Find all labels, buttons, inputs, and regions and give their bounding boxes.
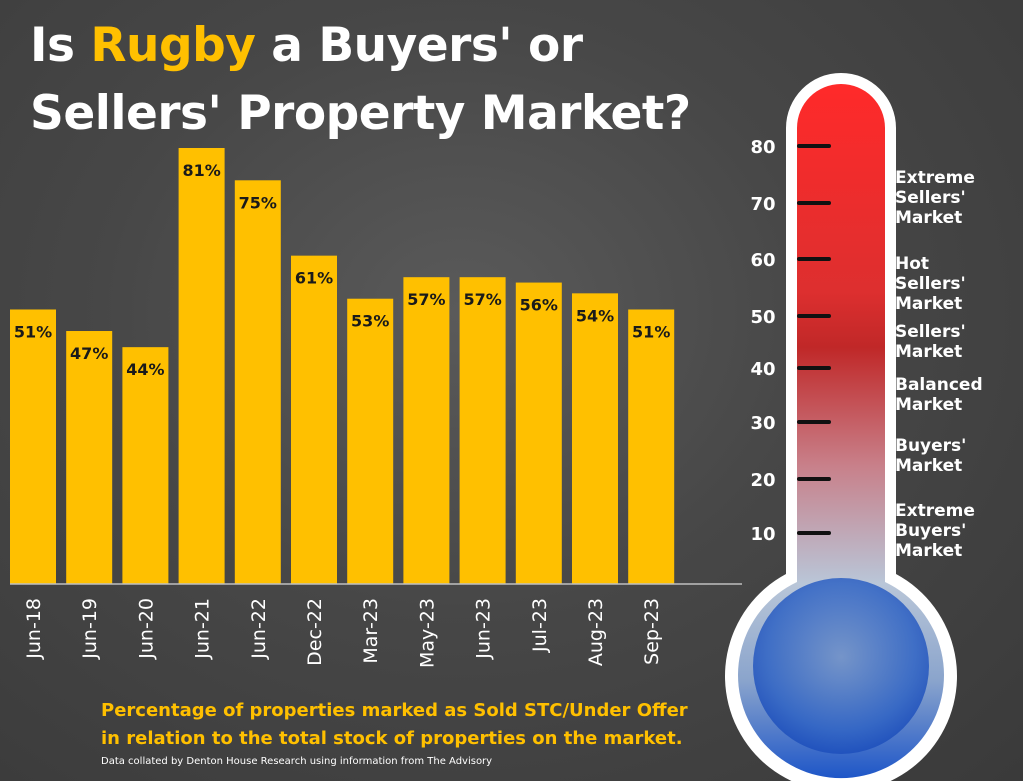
bar-may-23 — [403, 277, 450, 584]
zone-label-line: Buyers' — [895, 436, 966, 456]
zone-label-line: Extreme — [895, 168, 975, 188]
bar-jul-23 — [515, 282, 562, 584]
zone-label-line: Market — [895, 541, 962, 561]
bar-jun-23 — [459, 277, 506, 584]
zone-label-line: Sellers' — [895, 322, 966, 342]
zone-label: Sellers' Market — [895, 322, 966, 362]
x-tick-label: Dec-22 — [304, 598, 326, 666]
bar-value-label: 51% — [632, 322, 670, 341]
bar-mar-23 — [347, 298, 394, 584]
bar-dec-22 — [291, 255, 337, 584]
bar-value-label: 51% — [14, 322, 52, 341]
bar-jun-18 — [10, 309, 56, 584]
scale-number: 40 — [750, 359, 775, 380]
zone-label: Extreme Sellers' Market — [895, 168, 975, 228]
x-tick-label: Jun-21 — [192, 598, 214, 660]
bar-value-label: 44% — [126, 360, 164, 379]
zone-label-line: Market — [895, 456, 962, 476]
bar-value-label: 53% — [351, 312, 389, 331]
zone-label-line: Market — [895, 342, 962, 362]
zone-label: Balanced Market — [895, 375, 983, 415]
x-tick-label: Jun-18 — [23, 598, 45, 660]
x-axis-labels: Jun-18 Jun-19 Jun-20 Jun-21 Jun-22 Dec-22 Mar-… — [23, 598, 663, 668]
scale-number: 70 — [750, 194, 775, 215]
scale-number: 50 — [750, 307, 775, 328]
bar-jun-20 — [122, 347, 169, 584]
zone-label-line: Sellers' — [895, 274, 966, 294]
bar-aug-23 — [572, 293, 618, 584]
bar-jun-19 — [66, 331, 113, 584]
zone-label-line: Buyers' — [895, 521, 966, 541]
zone-label-line: Market — [895, 395, 962, 415]
zone-label-line: Sellers' — [895, 188, 966, 208]
x-tick-label: Mar-23 — [360, 598, 382, 664]
scale-number: 20 — [750, 470, 775, 491]
scale-number: 30 — [750, 413, 775, 434]
bar-sep-23 — [628, 309, 675, 584]
page-title: Is Rugby a Buyers' or Sellers' Property … — [30, 12, 691, 148]
bar-jun-21 — [178, 148, 225, 584]
bar-value-label: 81% — [182, 161, 220, 180]
scale-number: 80 — [750, 137, 775, 158]
zone-label-line: Balanced — [895, 375, 983, 395]
title-line2: Sellers' Property Market? — [30, 86, 691, 141]
bar-value-label: 56% — [520, 296, 558, 315]
thermometer-bulb — [753, 578, 929, 754]
bar-jun-22 — [234, 180, 281, 584]
bar-value-label: 47% — [70, 344, 108, 363]
title-highlight: Rugby — [90, 18, 256, 73]
x-tick-label: Jul-23 — [529, 598, 551, 653]
x-tick-label: Jun-22 — [248, 598, 270, 660]
x-tick-label: Sep-23 — [641, 598, 663, 665]
bar-value-label: 57% — [463, 290, 501, 309]
credit: Data collated by Denton House Research u… — [101, 756, 493, 767]
bar-value-label: 54% — [576, 306, 614, 325]
bar-value-label: 57% — [407, 290, 445, 309]
thermometer-scale: 80 70 60 50 40 30 20 10 — [750, 137, 831, 545]
title-part1: Is — [30, 18, 91, 73]
zone-label: Hot Sellers' Market — [895, 254, 966, 314]
zone-label-line: Extreme — [895, 501, 975, 521]
caption-line1: Percentage of properties marked as Sold … — [101, 700, 688, 721]
zone-label: Extreme Buyers' Market — [895, 501, 975, 561]
zone-label-line: Market — [895, 294, 962, 314]
x-tick-label: May-23 — [416, 598, 438, 668]
title-part2: a Buyers' or — [255, 18, 583, 73]
scale-number: 60 — [750, 250, 775, 271]
bar-value-label: 61% — [295, 269, 333, 288]
caption-line2: in relation to the total stock of proper… — [101, 728, 683, 749]
zone-label: Buyers' Market — [895, 436, 966, 476]
scale-number: 10 — [750, 524, 775, 545]
x-tick-label: Jun-20 — [135, 598, 157, 660]
bar-value-label: 75% — [239, 193, 277, 212]
bars-layer: 51% 47% 44% 81% 75% 61% 53% 57% 57% 56% 54% 51% — [10, 148, 675, 584]
zone-label-line: Hot — [895, 254, 929, 274]
zone-label-line: Market — [895, 208, 962, 228]
x-tick-label: Jun-23 — [473, 598, 495, 660]
x-tick-label: Aug-23 — [585, 598, 607, 666]
caption: Percentage of properties marked as Sold … — [101, 697, 688, 753]
x-tick-label: Jun-19 — [79, 598, 101, 660]
